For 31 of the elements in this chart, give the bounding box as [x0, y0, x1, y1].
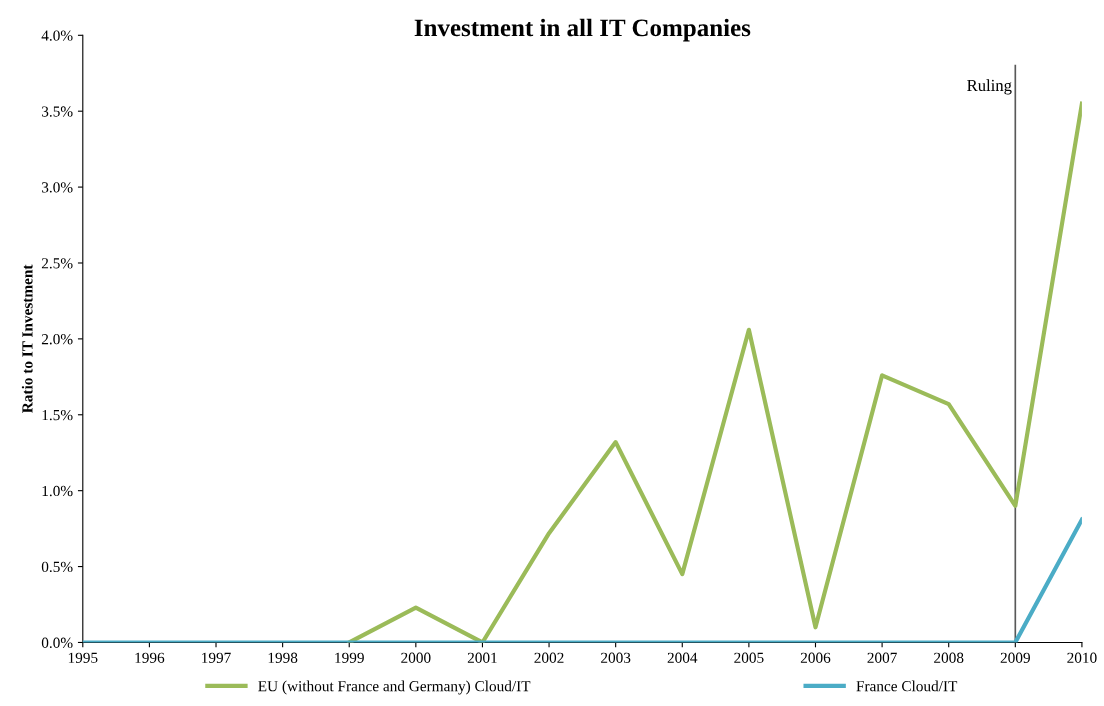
y-tick-label: 0.0%	[41, 637, 73, 648]
y-tick-label: 3.5%	[41, 106, 73, 117]
chart-title: Investment in all IT Companies	[414, 18, 751, 42]
x-tick-label: 1999	[335, 652, 364, 663]
x-tick-label: 2008	[934, 652, 964, 663]
y-axis-title: Ratio to IT Investment	[21, 264, 33, 413]
x-tick-label: 2004	[667, 652, 698, 663]
y-tick-label: 3.0%	[41, 182, 73, 193]
legend-label: EU (without France and Germany) Cloud/IT	[258, 680, 531, 695]
y-tick-label: 1.5%	[42, 409, 73, 421]
x-tick-label: 2005	[734, 652, 764, 663]
x-tick-label: 1998	[268, 652, 298, 663]
ref-line-label: Ruling	[967, 79, 1012, 95]
x-tick-label: 1995	[68, 652, 98, 663]
x-tick-label: 2002	[534, 652, 564, 663]
x-tick-label: 2010	[1067, 652, 1097, 663]
y-tick-label: 4.0%	[41, 30, 73, 41]
x-tick-label: 2000	[401, 652, 431, 663]
x-tick-label: 2001	[467, 652, 497, 663]
x-tick-label: 2003	[601, 652, 631, 663]
x-tick-label: 1997	[202, 652, 231, 663]
x-tick-label: 2009	[1000, 652, 1030, 663]
legend-label: France Cloud/IT	[856, 680, 958, 692]
y-tick-label: 0.5%	[41, 561, 73, 573]
y-tick-label: 2.0%	[41, 334, 73, 345]
y-tick-label: 2.5%	[41, 258, 73, 269]
x-tick-label: 2007	[867, 652, 897, 663]
x-tick-label: 2006	[800, 652, 831, 663]
y-tick-label: 1.0%	[42, 485, 73, 497]
x-tick-label: 1996	[135, 652, 165, 663]
line-series	[347, 101, 1082, 643]
